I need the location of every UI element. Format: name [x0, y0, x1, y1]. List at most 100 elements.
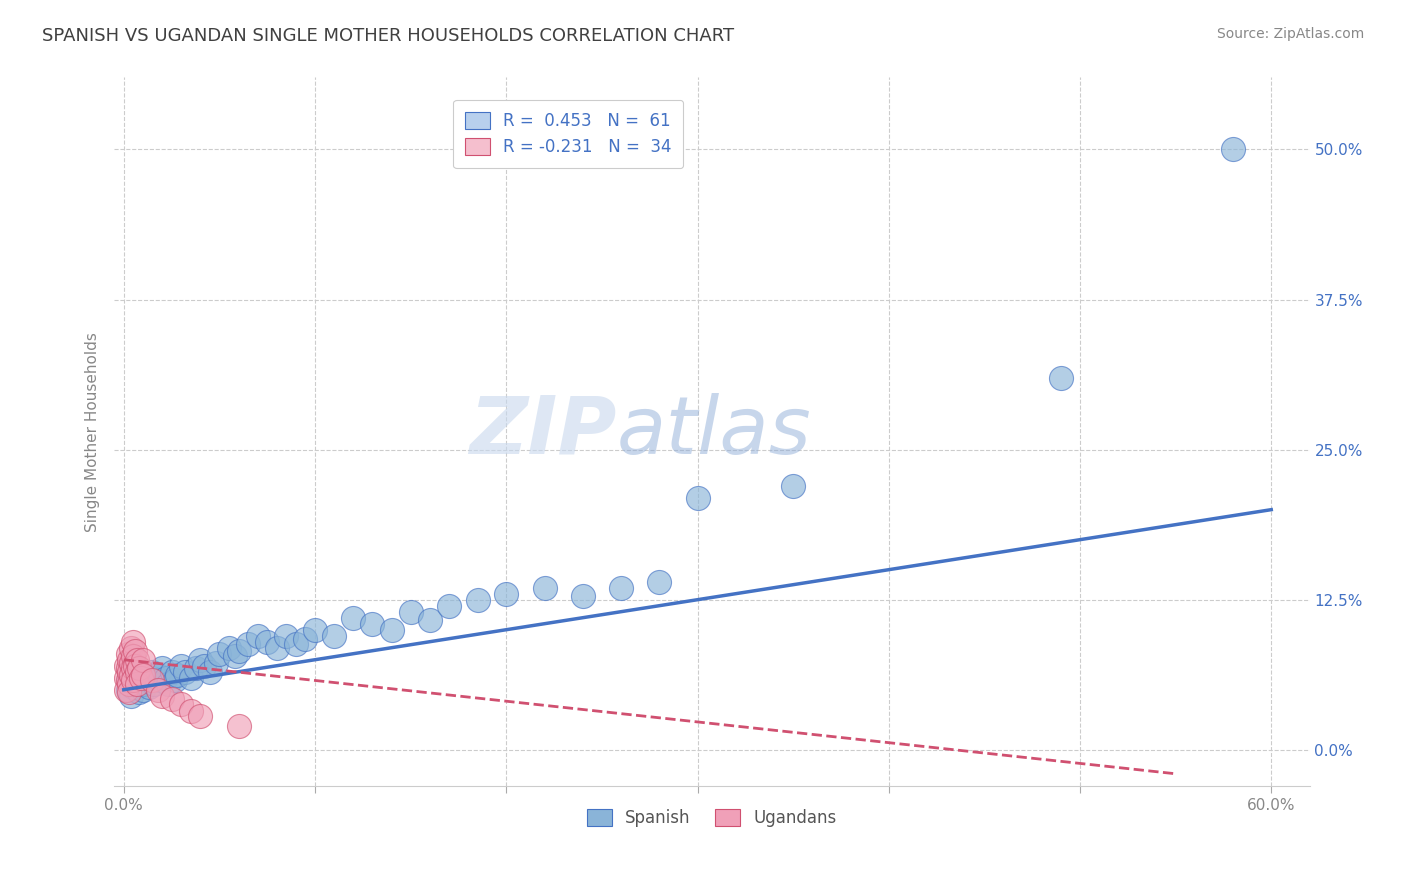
- Point: [132, 668, 155, 682]
- Point: [117, 673, 139, 687]
- Point: [399, 605, 422, 619]
- Point: [122, 673, 145, 687]
- Point: [124, 658, 146, 673]
- Point: [256, 634, 278, 648]
- Point: [610, 581, 633, 595]
- Point: [135, 673, 157, 687]
- Point: [1222, 143, 1244, 157]
- Point: [186, 661, 208, 675]
- Point: [124, 671, 146, 685]
- Point: [170, 697, 193, 711]
- Point: [148, 682, 170, 697]
- Point: [228, 644, 250, 658]
- Point: [120, 668, 142, 682]
- Text: ZIP: ZIP: [468, 392, 616, 471]
- Point: [648, 574, 671, 589]
- Point: [342, 610, 364, 624]
- Point: [180, 671, 202, 685]
- Point: [114, 682, 136, 697]
- Point: [156, 677, 179, 691]
- Point: [208, 647, 231, 661]
- Point: [128, 661, 150, 675]
- Point: [128, 685, 150, 699]
- Point: [218, 640, 240, 655]
- Point: [198, 665, 221, 679]
- Point: [141, 665, 163, 679]
- Point: [533, 581, 555, 595]
- Point: [132, 682, 155, 697]
- Point: [118, 665, 141, 679]
- Point: [122, 681, 145, 695]
- Point: [188, 653, 211, 667]
- Point: [193, 658, 215, 673]
- Point: [122, 673, 145, 687]
- Point: [129, 671, 152, 685]
- Point: [188, 709, 211, 723]
- Point: [120, 657, 142, 671]
- Point: [304, 623, 326, 637]
- Point: [118, 671, 141, 685]
- Point: [117, 661, 139, 675]
- Point: [294, 632, 316, 647]
- Point: [236, 637, 259, 651]
- Point: [437, 599, 460, 613]
- Point: [127, 677, 149, 691]
- Point: [141, 673, 163, 687]
- Point: [160, 665, 183, 679]
- Point: [150, 689, 173, 703]
- Point: [148, 668, 170, 682]
- Point: [122, 661, 145, 675]
- Point: [419, 613, 441, 627]
- Point: [380, 623, 402, 637]
- Point: [127, 677, 149, 691]
- Legend: Spanish, Ugandans: Spanish, Ugandans: [581, 803, 844, 834]
- Point: [266, 640, 288, 655]
- Point: [495, 587, 517, 601]
- Point: [118, 677, 141, 691]
- Point: [118, 685, 141, 699]
- Point: [141, 671, 163, 685]
- Point: [149, 673, 172, 687]
- Point: [571, 589, 593, 603]
- Point: [228, 719, 250, 733]
- Point: [174, 665, 197, 679]
- Point: [170, 658, 193, 673]
- Point: [132, 677, 155, 691]
- Point: [120, 689, 142, 703]
- Point: [323, 629, 346, 643]
- Point: [122, 634, 145, 648]
- Point: [129, 668, 152, 682]
- Text: SPANISH VS UGANDAN SINGLE MOTHER HOUSEHOLDS CORRELATION CHART: SPANISH VS UGANDAN SINGLE MOTHER HOUSEHO…: [42, 27, 734, 45]
- Point: [118, 653, 141, 667]
- Point: [1050, 370, 1073, 384]
- Point: [204, 657, 226, 671]
- Point: [160, 692, 183, 706]
- Point: [114, 671, 136, 685]
- Point: [117, 682, 139, 697]
- Point: [276, 629, 298, 643]
- Point: [117, 647, 139, 661]
- Point: [284, 637, 307, 651]
- Point: [150, 661, 173, 675]
- Point: [114, 658, 136, 673]
- Point: [127, 653, 149, 667]
- Point: [127, 665, 149, 679]
- Point: [143, 677, 166, 691]
- Point: [467, 592, 489, 607]
- Point: [124, 644, 146, 658]
- Y-axis label: Single Mother Households: Single Mother Households: [86, 332, 100, 532]
- Point: [138, 681, 160, 695]
- Text: atlas: atlas: [616, 392, 811, 471]
- Point: [155, 671, 177, 685]
- Point: [686, 491, 709, 505]
- Text: Source: ZipAtlas.com: Source: ZipAtlas.com: [1216, 27, 1364, 41]
- Point: [122, 649, 145, 664]
- Point: [361, 616, 384, 631]
- Point: [782, 478, 804, 492]
- Point: [166, 668, 188, 682]
- Point: [246, 629, 269, 643]
- Point: [120, 640, 142, 655]
- Point: [132, 653, 155, 667]
- Point: [224, 649, 246, 664]
- Point: [165, 673, 187, 687]
